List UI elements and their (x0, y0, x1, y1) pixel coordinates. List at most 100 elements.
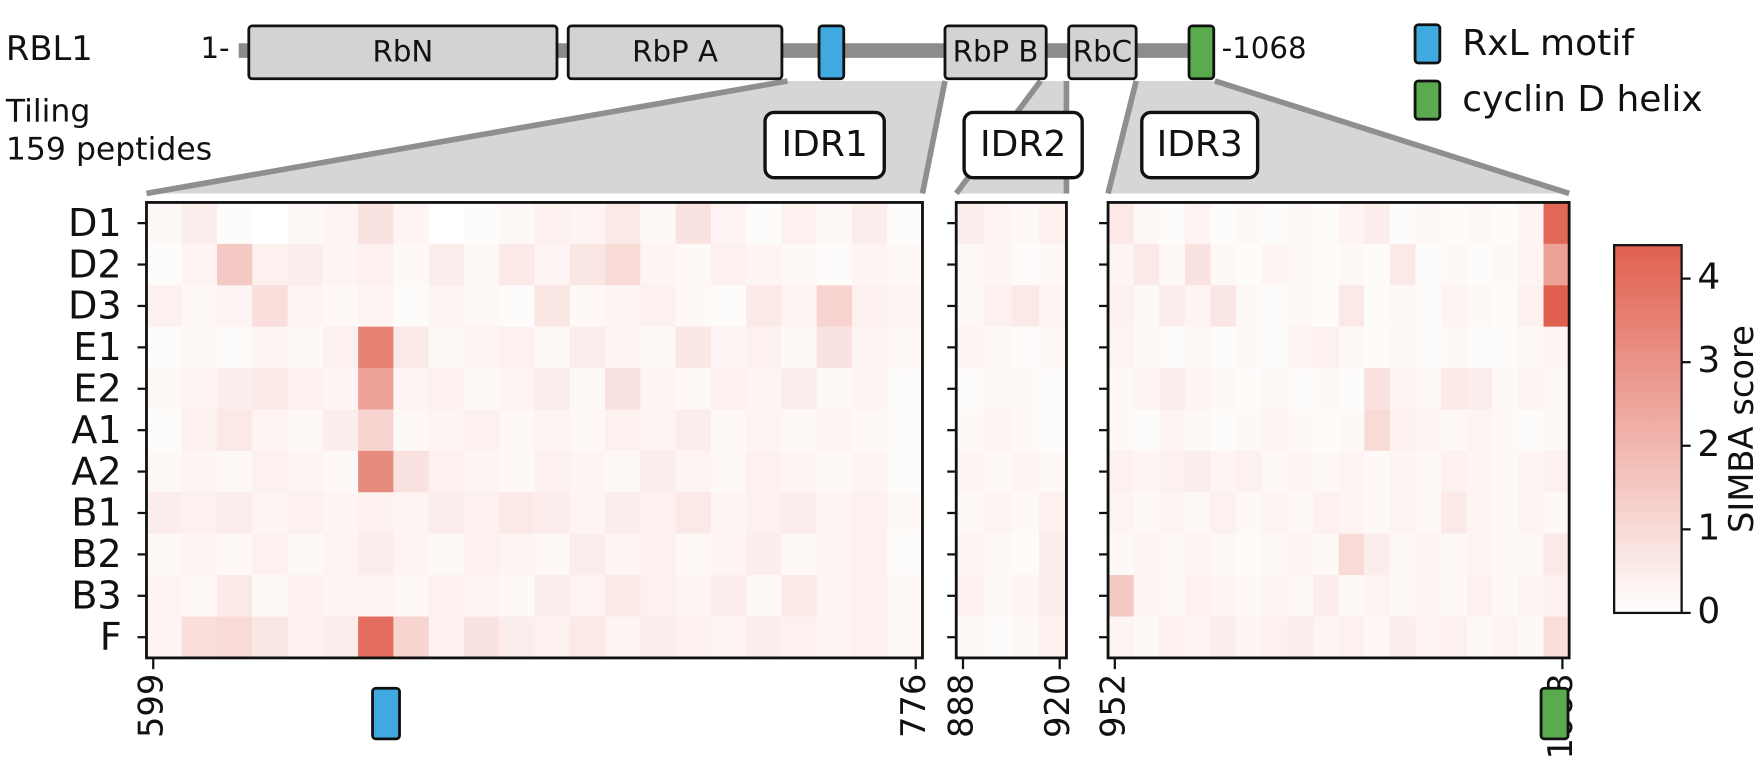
heatmap-cell (605, 533, 641, 576)
heatmap-cell (1184, 492, 1212, 535)
heatmap-cell (887, 202, 924, 245)
heatmap-cell (1492, 243, 1519, 286)
heatmap-cell (1210, 450, 1237, 493)
heatmap-cell (181, 450, 218, 493)
heatmap-cell (1338, 492, 1365, 535)
heatmap-cell (1210, 243, 1237, 286)
heatmap-cell (640, 533, 677, 576)
heatmap-cell (146, 285, 183, 328)
heatmap-cell (887, 409, 924, 452)
heatmap-cell (746, 533, 782, 576)
heatmap-cell (1312, 202, 1340, 245)
heatmap-cell (1338, 202, 1365, 245)
heatmap-cell (781, 368, 818, 411)
heatmap-cell (1261, 409, 1288, 452)
heatmap-cell (1108, 533, 1135, 576)
heatmap-cell (1389, 409, 1417, 452)
heatmap-cell (393, 409, 430, 452)
heatmap-cell (1517, 285, 1545, 328)
zoom-wedge (146, 80, 945, 194)
heatmap-cell (569, 533, 606, 576)
heatmap-cell (710, 450, 747, 493)
heatmap-cell (1038, 202, 1068, 245)
heatmap-cell (746, 409, 782, 452)
heatmap-cell (746, 450, 782, 493)
heatmap-cell (393, 492, 430, 535)
heatmap-cell (1492, 575, 1519, 618)
heatmap-cell (710, 202, 747, 245)
heatmap-cell (1466, 575, 1493, 618)
heatmap-cell (1364, 492, 1391, 535)
heatmap-cell (983, 492, 1012, 535)
heatmap-cell (252, 616, 289, 659)
heatmap-cell (983, 368, 1012, 411)
heatmap-cell (1338, 243, 1365, 286)
heatmap-cell (887, 243, 924, 286)
heatmap-cell (605, 368, 641, 411)
heatmap-cell (851, 202, 888, 245)
tiling-label: Tiling (5, 93, 90, 129)
heatmap-cell (393, 533, 430, 576)
heatmap-cell (983, 285, 1012, 328)
heatmap-cell (983, 450, 1012, 493)
heatmap-cell (1312, 575, 1340, 618)
heatmap-cell (1038, 326, 1068, 369)
heatmap-cell (1338, 575, 1365, 618)
heatmap-cell (358, 533, 394, 576)
heatmap-cell (1184, 368, 1212, 411)
heatmap-cell (569, 368, 606, 411)
x-tick-label: 599 (132, 674, 171, 738)
heatmap-cell (1184, 326, 1212, 369)
heatmap-cell (746, 575, 782, 618)
heatmap-cell (781, 202, 818, 245)
heatmap-cell (146, 575, 183, 618)
heatmap-cell (1038, 368, 1068, 411)
heatmap-cell (1287, 326, 1314, 369)
y-tick-label: A1 (71, 409, 121, 453)
heatmap-cell (1108, 575, 1135, 618)
heatmap-cell (1466, 202, 1493, 245)
colorbar (1613, 244, 1683, 615)
heatmap-cell (851, 285, 888, 328)
x-tick-label: 920 (1038, 674, 1077, 738)
heatmap-cell (322, 368, 359, 411)
heatmap-cell (1011, 450, 1040, 493)
heatmap-cell (428, 575, 465, 618)
heatmap-cell (1492, 368, 1519, 411)
heatmap-cell (217, 285, 253, 328)
heatmap-cell (463, 492, 500, 535)
heatmap-cell (956, 368, 985, 411)
heatmap-cell (1441, 285, 1468, 328)
heatmap-cell (1441, 202, 1468, 245)
heatmap-cell (1338, 326, 1365, 369)
heatmap-cell (1543, 533, 1570, 576)
heatmap-cell (640, 202, 677, 245)
heatmap-cell (1108, 368, 1135, 411)
heatmap-cell (463, 326, 500, 369)
heatmap-cell (322, 616, 359, 659)
heatmap-cell (605, 285, 641, 328)
cyclin-helix (1187, 24, 1216, 81)
heatmap-cell (1108, 202, 1135, 245)
heatmap-cell (1261, 326, 1288, 369)
heatmap-cell (1133, 326, 1160, 369)
heatmap-cell (851, 368, 888, 411)
heatmap-cell (746, 616, 782, 659)
heatmap-cell (1159, 450, 1186, 493)
heatmap-cell (1108, 492, 1135, 535)
heatmap-cell (1389, 368, 1417, 411)
heatmap-cell (1011, 492, 1040, 535)
heatmap-cell (1415, 492, 1442, 535)
heatmap-cell (1210, 285, 1237, 328)
heatmap-cell (287, 533, 324, 576)
x-tick-label: 952 (1093, 674, 1132, 738)
heatmap-cell (1441, 409, 1468, 452)
heatmap-cell (181, 533, 218, 576)
heatmap-cell (605, 575, 641, 618)
heatmap-cell (428, 450, 465, 493)
heatmap-cell (1133, 575, 1160, 618)
heatmap-cell (217, 492, 253, 535)
heatmap-cell (1159, 368, 1186, 411)
heatmap-cell (1415, 533, 1442, 576)
heatmap-cell (887, 575, 924, 618)
